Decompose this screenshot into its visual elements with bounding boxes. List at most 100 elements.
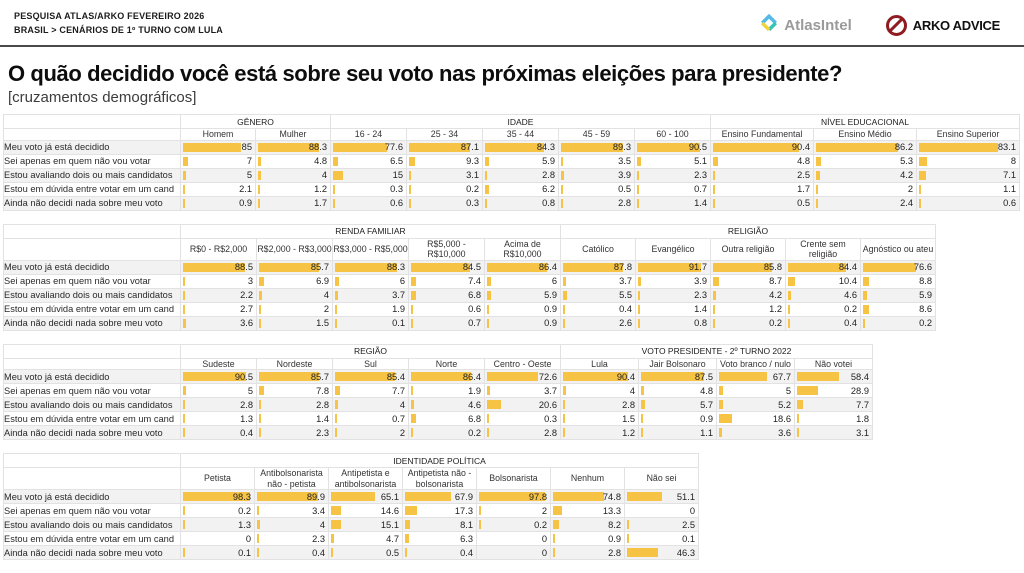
value-cell: 8 — [916, 153, 1020, 169]
value-bar — [335, 386, 341, 396]
table-row: Estou avaliando dois ou mais candidatos 2… — [3, 287, 936, 303]
atlasintel-diamond-icon — [760, 13, 778, 37]
value-cell: 88.5 — [180, 259, 257, 275]
value-cell: 1.8 — [794, 411, 873, 427]
value-cell: 4 — [254, 517, 329, 533]
value-bar — [713, 276, 719, 286]
value-label: 0.9 — [700, 413, 713, 424]
value-cell: 7.4 — [408, 273, 485, 289]
value-bar — [258, 184, 260, 194]
value-cell: 1.3 — [180, 411, 257, 427]
value-label: 85.7 — [310, 262, 329, 273]
column-header: Ensino Fundamental — [710, 128, 814, 141]
value-label: 2.5 — [682, 519, 695, 530]
value-label: 0.7 — [468, 318, 481, 329]
value-label: 58.4 — [850, 371, 869, 382]
value-label: 2.6 — [619, 318, 632, 329]
value-cell: 9.3 — [406, 153, 483, 169]
answer-label: Estou em dúvida entre votar em um cand — [3, 411, 181, 427]
value-cell: 2.4 — [813, 195, 917, 211]
arko-wordmark: ARKO ADVICE — [912, 18, 1001, 33]
value-bar — [183, 170, 187, 180]
answer-label: Meu voto já está decidido — [3, 369, 181, 385]
value-bar — [257, 520, 260, 530]
value-cell: 4.8 — [638, 383, 717, 399]
value-bar — [405, 506, 417, 516]
value-bar — [641, 428, 643, 438]
value-cell: 4.8 — [255, 153, 331, 169]
group-header: NÍVEL EDUCACIONAL — [710, 114, 1020, 129]
value-bar — [409, 142, 470, 152]
report-title-line: PESQUISA ATLAS/ARKO FEVEREIRO 2026 — [14, 11, 205, 21]
value-label: 0.1 — [238, 547, 251, 558]
value-cell: 0.5 — [328, 545, 403, 561]
column-header: 35 - 44 — [482, 128, 559, 141]
value-bar — [863, 290, 868, 300]
value-cell: 17.3 — [402, 503, 477, 519]
value-cell: 5 — [716, 383, 795, 399]
table-row: Ainda não decidi nada sobre meu voto 3.6 1… — [3, 315, 936, 331]
value-bar — [637, 170, 639, 180]
table-row: Sei apenas em quem não vou votar 3 6.9 6 7.4… — [3, 273, 936, 289]
value-bar — [257, 534, 259, 544]
value-label: 85.8 — [763, 262, 782, 273]
group-header: VOTO PRESIDENTE - 2º TURNO 2022 — [560, 343, 873, 359]
value-cell: 84.3 — [482, 139, 559, 155]
value-label: 7.7 — [392, 385, 405, 396]
value-cell: 2.3 — [254, 531, 329, 547]
value-cell: 1.4 — [634, 195, 711, 211]
value-label: 5.2 — [778, 399, 791, 410]
value-bar — [788, 262, 847, 272]
value-bar — [713, 170, 716, 180]
value-bar — [641, 386, 645, 396]
value-cell: 1.7 — [255, 195, 331, 211]
value-cell: 0.3 — [406, 195, 483, 211]
value-cell: 3.9 — [558, 167, 635, 183]
column-header: R$0 - R$2,000 — [180, 237, 257, 261]
table-row: Estou em dúvida entre votar em um cand 2.… — [3, 301, 936, 317]
value-cell: 1.2 — [710, 301, 786, 317]
value-cell: 90.4 — [560, 369, 639, 385]
value-cell: 5.5 — [560, 287, 636, 303]
value-bar — [259, 304, 261, 314]
value-bar — [335, 262, 397, 272]
value-cell: 0.6 — [916, 195, 1020, 211]
value-bar — [333, 142, 388, 152]
value-cell: 0.4 — [180, 425, 257, 441]
value-bar — [333, 170, 344, 180]
value-bar — [563, 400, 565, 410]
value-bar — [563, 372, 628, 382]
value-label: 0.8 — [542, 198, 555, 209]
value-label: 97.8 — [528, 491, 547, 502]
value-cell: 6.8 — [408, 411, 485, 427]
value-cell: 0.4 — [560, 301, 636, 317]
value-bar — [259, 276, 264, 286]
value-cell: 2.1 — [180, 181, 256, 197]
value-cell: 7.7 — [332, 383, 409, 399]
value-cell: 1.2 — [255, 181, 331, 197]
value-label: 0.5 — [797, 198, 810, 209]
value-cell: 3.6 — [180, 315, 257, 331]
value-label: 4 — [319, 519, 325, 530]
value-label: 67.7 — [772, 371, 791, 382]
value-bar — [638, 318, 640, 328]
corner-cell — [3, 467, 181, 491]
value-cell: 0.3 — [484, 411, 561, 427]
answer-label: Meu voto já está decidido — [3, 259, 181, 275]
value-bar — [183, 184, 185, 194]
value-cell: 5.9 — [482, 153, 559, 169]
value-bar — [183, 492, 250, 502]
value-bar — [331, 520, 342, 530]
value-cell: 2 — [256, 301, 333, 317]
value-label: 84.4 — [838, 262, 857, 273]
value-bar — [183, 548, 185, 558]
value-bar — [487, 276, 492, 286]
value-label: 83.1 — [997, 142, 1016, 153]
value-bar — [259, 400, 261, 410]
value-bar — [183, 414, 185, 424]
value-label: 6 — [551, 276, 557, 287]
value-label: 86.4 — [538, 262, 557, 273]
value-cell: 0.2 — [180, 503, 255, 519]
column-header: Antipetista não - bolsonarista — [402, 467, 477, 491]
value-bar — [257, 506, 260, 516]
